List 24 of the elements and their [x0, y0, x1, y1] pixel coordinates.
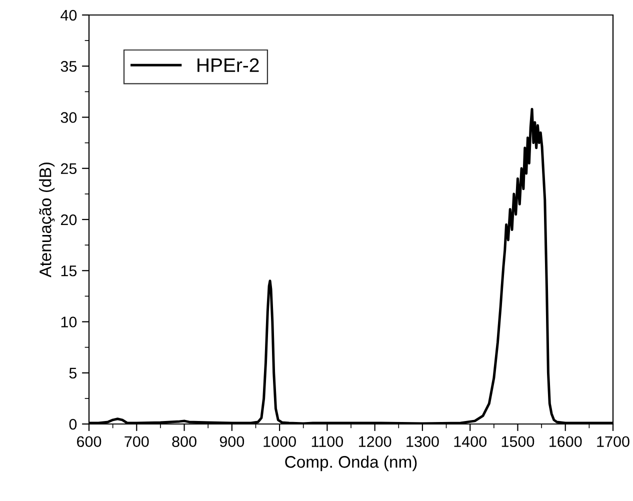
- y-tick-label: 5: [69, 368, 77, 379]
- legend-label: HPEr-2: [198, 58, 259, 72]
- x-axis-title: Comp. Onda (nm): [285, 456, 417, 472]
- x-tick-label: 800: [172, 436, 196, 448]
- x-tick-label: 1700: [597, 436, 630, 448]
- x-tick-label: 900: [220, 436, 244, 448]
- y-tick-label: 10: [61, 316, 77, 328]
- y-tick-label: 40: [60, 10, 77, 21]
- x-tick-label: 1300: [406, 436, 439, 448]
- x-tick-label: 1100: [312, 436, 344, 448]
- x-tick-label: 1200: [358, 436, 392, 448]
- y-tick-label: 15: [61, 266, 77, 276]
- y-tick-label: 35: [60, 60, 77, 72]
- x-tick-label: 1000: [264, 436, 296, 448]
- y-tick-label: 0: [69, 418, 77, 430]
- x-tick-label: 1400: [454, 436, 486, 448]
- y-tick-label: 20: [60, 214, 77, 226]
- x-tick-label: 1600: [550, 436, 582, 448]
- y-axis-title: Atenuação (dB): [39, 162, 55, 278]
- x-tick-label: 600: [77, 436, 102, 448]
- x-tick-label: 700: [124, 436, 149, 448]
- y-tick-label: 30: [60, 112, 77, 123]
- y-tick-label: 25: [60, 163, 77, 174]
- x-tick-label: 1500: [502, 436, 534, 448]
